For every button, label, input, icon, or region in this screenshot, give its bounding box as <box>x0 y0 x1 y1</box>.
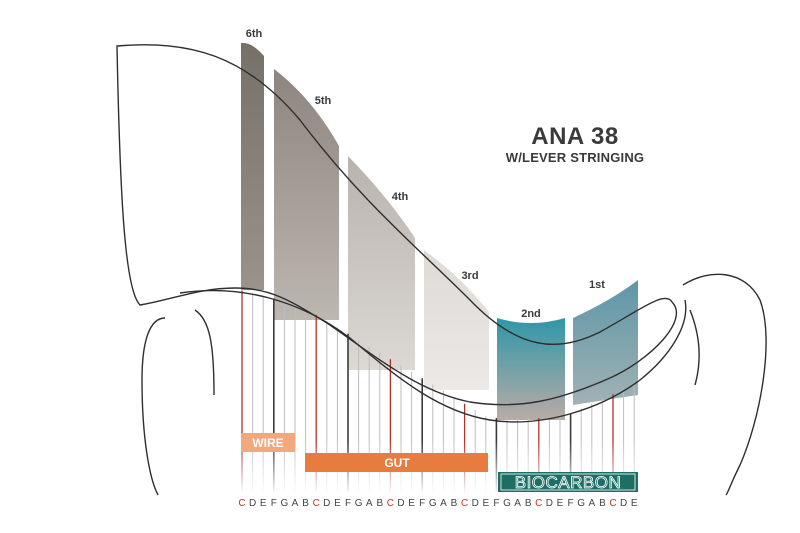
octave-columns <box>241 42 638 420</box>
note-label: A <box>440 498 447 509</box>
harp-body-left <box>141 317 166 496</box>
octave-6th-label: 6th <box>246 28 263 40</box>
note-label: E <box>334 498 341 509</box>
note-label: E <box>482 498 489 509</box>
wire-band <box>241 433 295 452</box>
note-label: D <box>620 498 627 509</box>
note-label: B <box>376 498 383 509</box>
biocarbon-inner-border <box>500 473 636 491</box>
note-label: B <box>302 498 309 509</box>
note-label: A <box>366 498 373 509</box>
note-label: D <box>249 498 256 509</box>
note-label: F <box>419 498 425 509</box>
note-label: E <box>557 498 564 509</box>
note-label: G <box>503 498 511 509</box>
harp-body-inner <box>194 309 215 396</box>
diagram-title-block: ANA 38 W/LEVER STRINGING <box>470 123 680 166</box>
material-bands: WIRE GUT BIOCARBON <box>241 433 638 492</box>
note-label: B <box>525 498 532 509</box>
note-label: C <box>387 498 394 509</box>
note-label: C <box>535 498 542 509</box>
octave-4th-column <box>348 156 415 370</box>
harp-pillar-right <box>682 273 767 496</box>
gut-label: GUT <box>384 456 410 470</box>
diagram-title: ANA 38 <box>531 123 619 150</box>
octave-4th-label: 4th <box>392 191 409 203</box>
note-label: B <box>451 498 458 509</box>
harp-pillar-inner <box>689 309 700 386</box>
octave-3rd-column <box>424 250 489 390</box>
octave-5th-column <box>274 69 339 320</box>
note-label: B <box>599 498 606 509</box>
octave-2nd-label: 2nd <box>521 308 541 320</box>
note-label: F <box>345 498 351 509</box>
note-label: E <box>631 498 638 509</box>
note-label: C <box>461 498 468 509</box>
harp-neck-outline <box>116 44 678 406</box>
octave-1st-label: 1st <box>589 279 605 291</box>
diagram-subtitle: W/LEVER STRINGING <box>505 150 645 165</box>
gut-band <box>305 453 488 472</box>
note-label: E <box>260 498 267 509</box>
note-label: D <box>546 498 553 509</box>
harp-outline <box>116 44 767 496</box>
octave-5th-label: 5th <box>315 95 332 107</box>
note-label: C <box>313 498 320 509</box>
note-label: G <box>281 498 289 509</box>
soundboard-curve <box>179 289 687 423</box>
note-label: G <box>355 498 363 509</box>
octave-6th-column <box>241 42 264 290</box>
note-label: A <box>588 498 595 509</box>
biocarbon-band <box>498 472 638 492</box>
note-label: F <box>493 498 499 509</box>
note-label: C <box>238 498 245 509</box>
note-label: D <box>472 498 479 509</box>
note-label: A <box>514 498 521 509</box>
octave-3rd-label: 3rd <box>461 270 478 282</box>
note-label: G <box>429 498 437 509</box>
biocarbon-label: BIOCARBON <box>515 473 622 492</box>
note-label: G <box>577 498 585 509</box>
octave-1st-column <box>573 280 638 405</box>
note-label: D <box>397 498 404 509</box>
note-label: F <box>271 498 277 509</box>
note-label: E <box>408 498 415 509</box>
wire-label: WIRE <box>252 436 283 450</box>
note-label: D <box>323 498 330 509</box>
note-label: F <box>568 498 574 509</box>
note-label: A <box>292 498 299 509</box>
note-label: C <box>609 498 616 509</box>
